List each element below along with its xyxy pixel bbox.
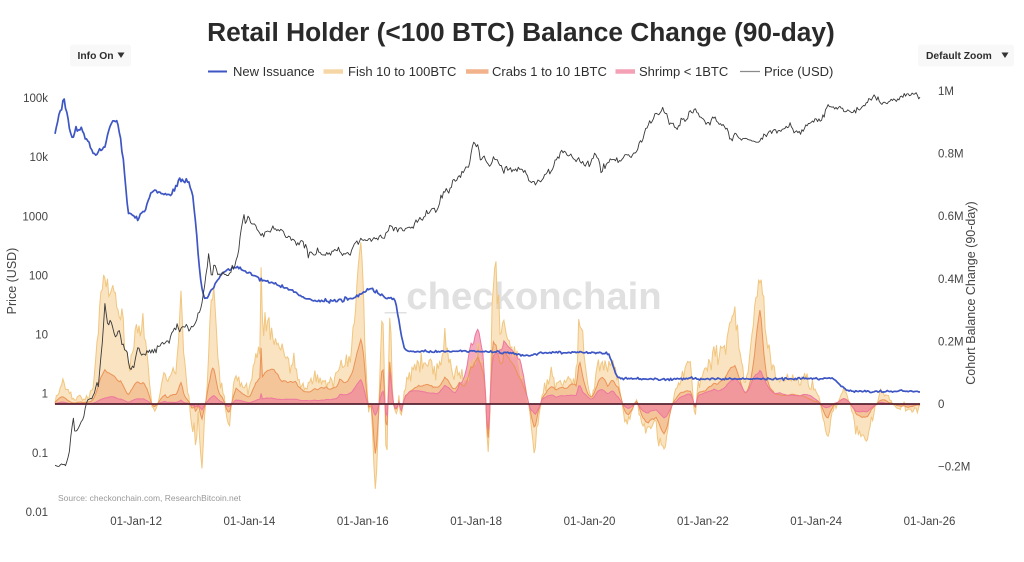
svg-text:0.1: 0.1 <box>32 448 48 460</box>
svg-text:01-Jan-26: 01-Jan-26 <box>904 516 956 528</box>
svg-text:0.01: 0.01 <box>26 507 48 519</box>
svg-text:100k: 100k <box>23 93 48 105</box>
svg-text:Fish 10 to 100BTC: Fish 10 to 100BTC <box>348 64 456 79</box>
svg-text:10: 10 <box>35 330 48 342</box>
svg-text:01-Jan-22: 01-Jan-22 <box>677 516 729 528</box>
svg-text:Source: checkonchain.com, Rese: Source: checkonchain.com, ResearchBitcoi… <box>58 493 241 503</box>
svg-text:01-Jan-20: 01-Jan-20 <box>564 516 616 528</box>
svg-text:01-Jan-16: 01-Jan-16 <box>337 516 389 528</box>
svg-text:1000: 1000 <box>22 211 48 223</box>
svg-text:01-Jan-14: 01-Jan-14 <box>224 516 276 528</box>
svg-text:Crabs 1 to 10 1BTC: Crabs 1 to 10 1BTC <box>492 64 607 79</box>
svg-text:0.2M: 0.2M <box>938 336 964 348</box>
svg-text:0.8M: 0.8M <box>938 149 964 161</box>
svg-text:0.4M: 0.4M <box>938 274 964 286</box>
svg-text:_checkonchain: _checkonchain <box>384 275 662 318</box>
svg-text:01-Jan-12: 01-Jan-12 <box>110 516 162 528</box>
svg-text:Price (USD): Price (USD) <box>764 64 833 79</box>
svg-text:−0.2M: −0.2M <box>938 462 970 474</box>
svg-text:Retail Holder (<100 BTC) Balan: Retail Holder (<100 BTC) Balance Change … <box>207 17 835 47</box>
svg-text:01-Jan-18: 01-Jan-18 <box>450 516 502 528</box>
svg-text:1: 1 <box>42 389 48 401</box>
svg-text:Info On: Info On <box>78 51 114 62</box>
svg-text:Default Zoom: Default Zoom <box>926 51 992 62</box>
svg-text:Price (USD): Price (USD) <box>5 248 19 315</box>
svg-text:Shrimp < 1BTC: Shrimp < 1BTC <box>639 64 728 79</box>
svg-text:Cohort Balance Change (90-day): Cohort Balance Change (90-day) <box>964 201 978 384</box>
svg-text:New Issuance: New Issuance <box>233 64 315 79</box>
svg-text:0.6M: 0.6M <box>938 211 964 223</box>
svg-text:10k: 10k <box>29 152 48 164</box>
svg-text:01-Jan-24: 01-Jan-24 <box>790 516 842 528</box>
svg-text:0: 0 <box>938 399 944 411</box>
svg-text:100: 100 <box>29 270 48 282</box>
svg-text:1M: 1M <box>938 86 954 98</box>
